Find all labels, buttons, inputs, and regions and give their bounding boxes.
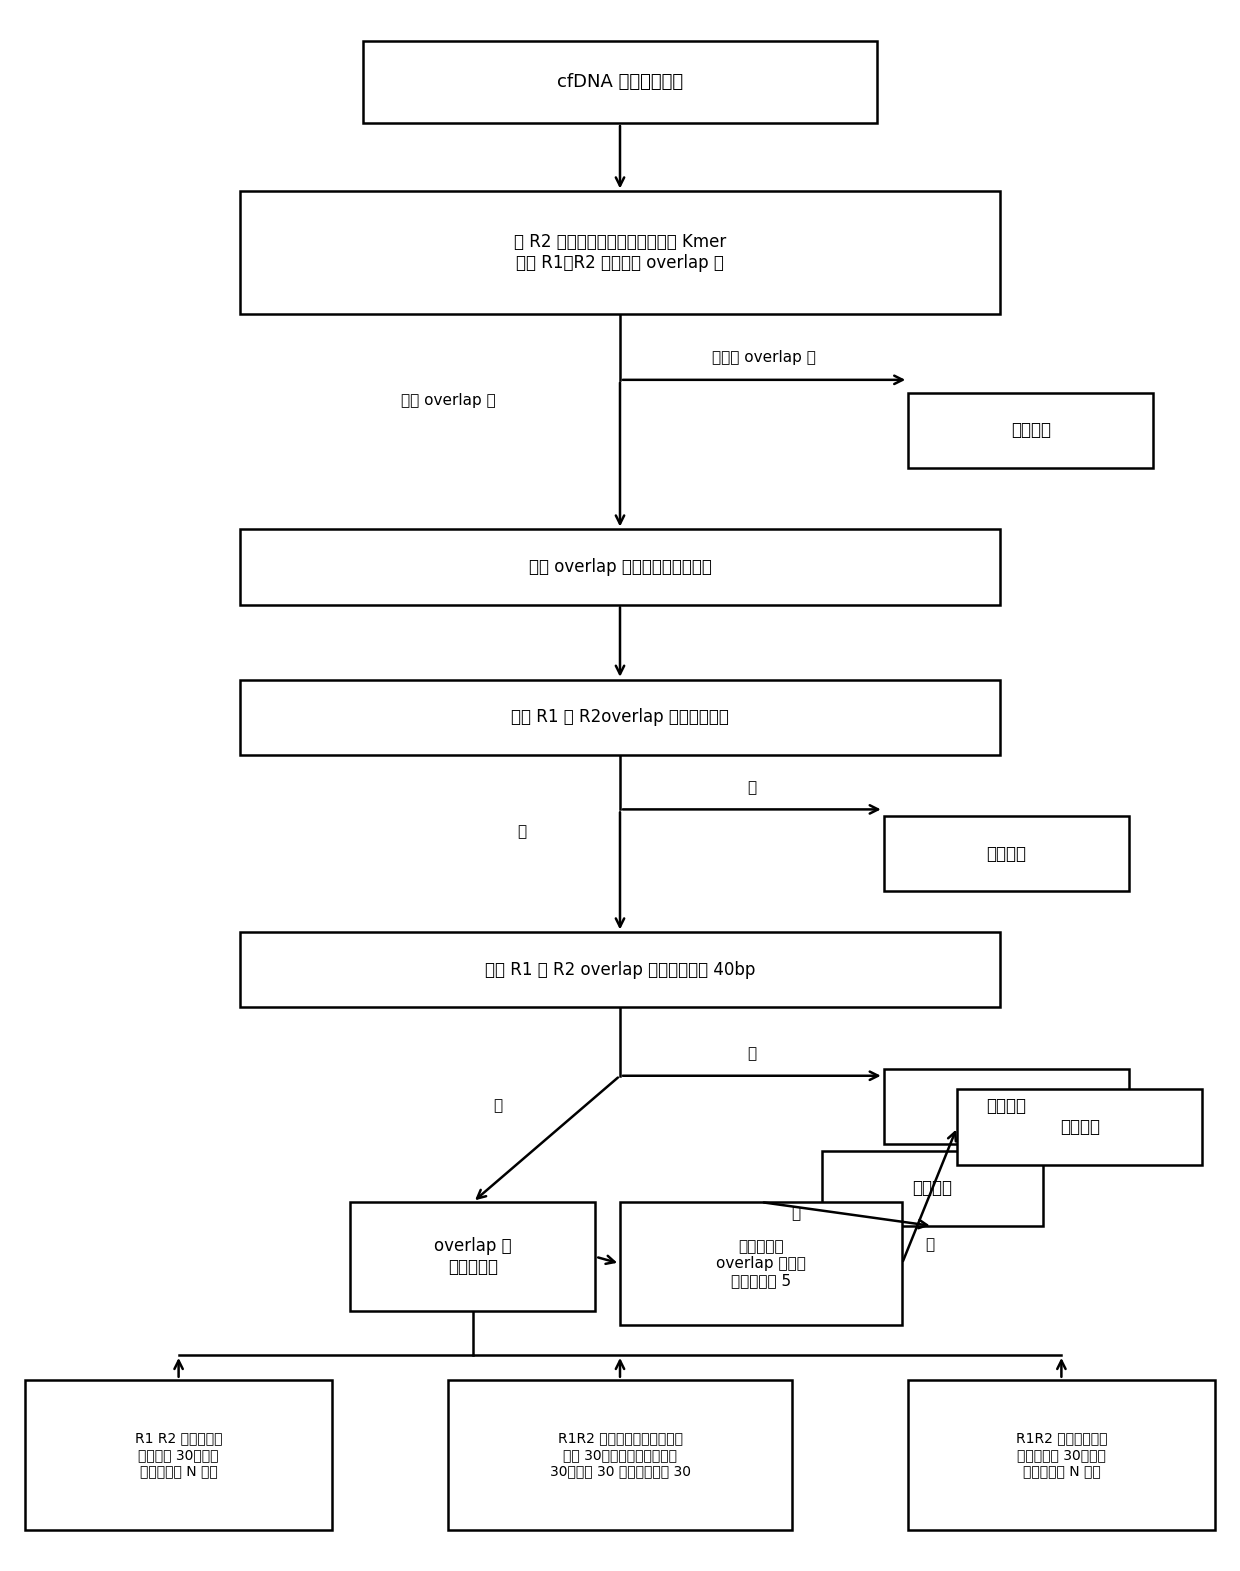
Text: R1 R2 碱基测序质
量都小于 30，两个
位置碱基用 N 代替: R1 R2 碱基测序质 量都小于 30，两个 位置碱基用 N 代替 [135, 1431, 222, 1478]
Bar [884, 1068, 1128, 1144]
Text: 输出序列: 输出序列 [1060, 1119, 1100, 1136]
Text: 舍弃序列: 舍弃序列 [986, 845, 1027, 862]
Bar [908, 393, 1153, 468]
Text: cfDNA 双端测序数据: cfDNA 双端测序数据 [557, 74, 683, 91]
Bar [957, 1089, 1203, 1164]
Text: R1R2 其中一个碱基测序质量
大于 30，另外一个碱基小于
30，小于 30 的碱基用大于 30: R1R2 其中一个碱基测序质量 大于 30，另外一个碱基小于 30，小于 30 … [549, 1431, 691, 1478]
Text: overlap 区
域碱基矫正: overlap 区 域碱基矫正 [434, 1238, 512, 1276]
Text: 是: 是 [517, 823, 527, 839]
Text: 舍弃序列: 舍弃序列 [913, 1180, 952, 1197]
Text: 输出序列: 输出序列 [1011, 421, 1050, 440]
Bar [908, 1379, 1215, 1530]
Bar [449, 1379, 791, 1530]
Text: 判断 R1 和 R2 overlap 长度是否大于 40bp: 判断 R1 和 R2 overlap 长度是否大于 40bp [485, 961, 755, 979]
Bar [822, 1152, 1043, 1225]
Text: 不存在 overlap 区: 不存在 overlap 区 [712, 350, 816, 366]
Bar [25, 1379, 332, 1530]
Text: 输出序列: 输出序列 [986, 1098, 1027, 1115]
Text: 确定 overlap 最左端和最右端位置: 确定 overlap 最左端和最右端位置 [528, 558, 712, 577]
Bar [239, 192, 1001, 314]
Bar [239, 932, 1001, 1007]
Text: 存在 overlap 区: 存在 overlap 区 [401, 393, 496, 408]
Bar [884, 817, 1128, 891]
Bar [239, 680, 1001, 754]
Text: R1R2 碱基测序质量
都大于等于 30，两个
位置碱基用 N 代替: R1R2 碱基测序质量 都大于等于 30，两个 位置碱基用 N 代替 [1016, 1431, 1107, 1478]
Bar [239, 529, 1001, 605]
Text: 否: 否 [748, 1046, 756, 1062]
Text: 是: 是 [791, 1207, 801, 1222]
Bar [620, 1202, 901, 1324]
Bar [362, 41, 878, 123]
Text: 将 R2 序列进行反向互补转换，用 Kmer
查找 R1、R2 是否存在 overlap 区: 将 R2 序列进行反向互补转换，用 Kmer 查找 R1、R2 是否存在 ove… [513, 234, 727, 272]
Text: 同一个片段
overlap 矫正数
量是否大于 5: 同一个片段 overlap 矫正数 量是否大于 5 [715, 1238, 806, 1288]
Bar [350, 1202, 595, 1312]
Text: 是: 是 [492, 1098, 502, 1114]
Text: 否: 否 [748, 781, 756, 795]
Text: 否: 否 [925, 1236, 934, 1252]
Text: 判断 R1 和 R2overlap 长度是否一致: 判断 R1 和 R2overlap 长度是否一致 [511, 709, 729, 726]
